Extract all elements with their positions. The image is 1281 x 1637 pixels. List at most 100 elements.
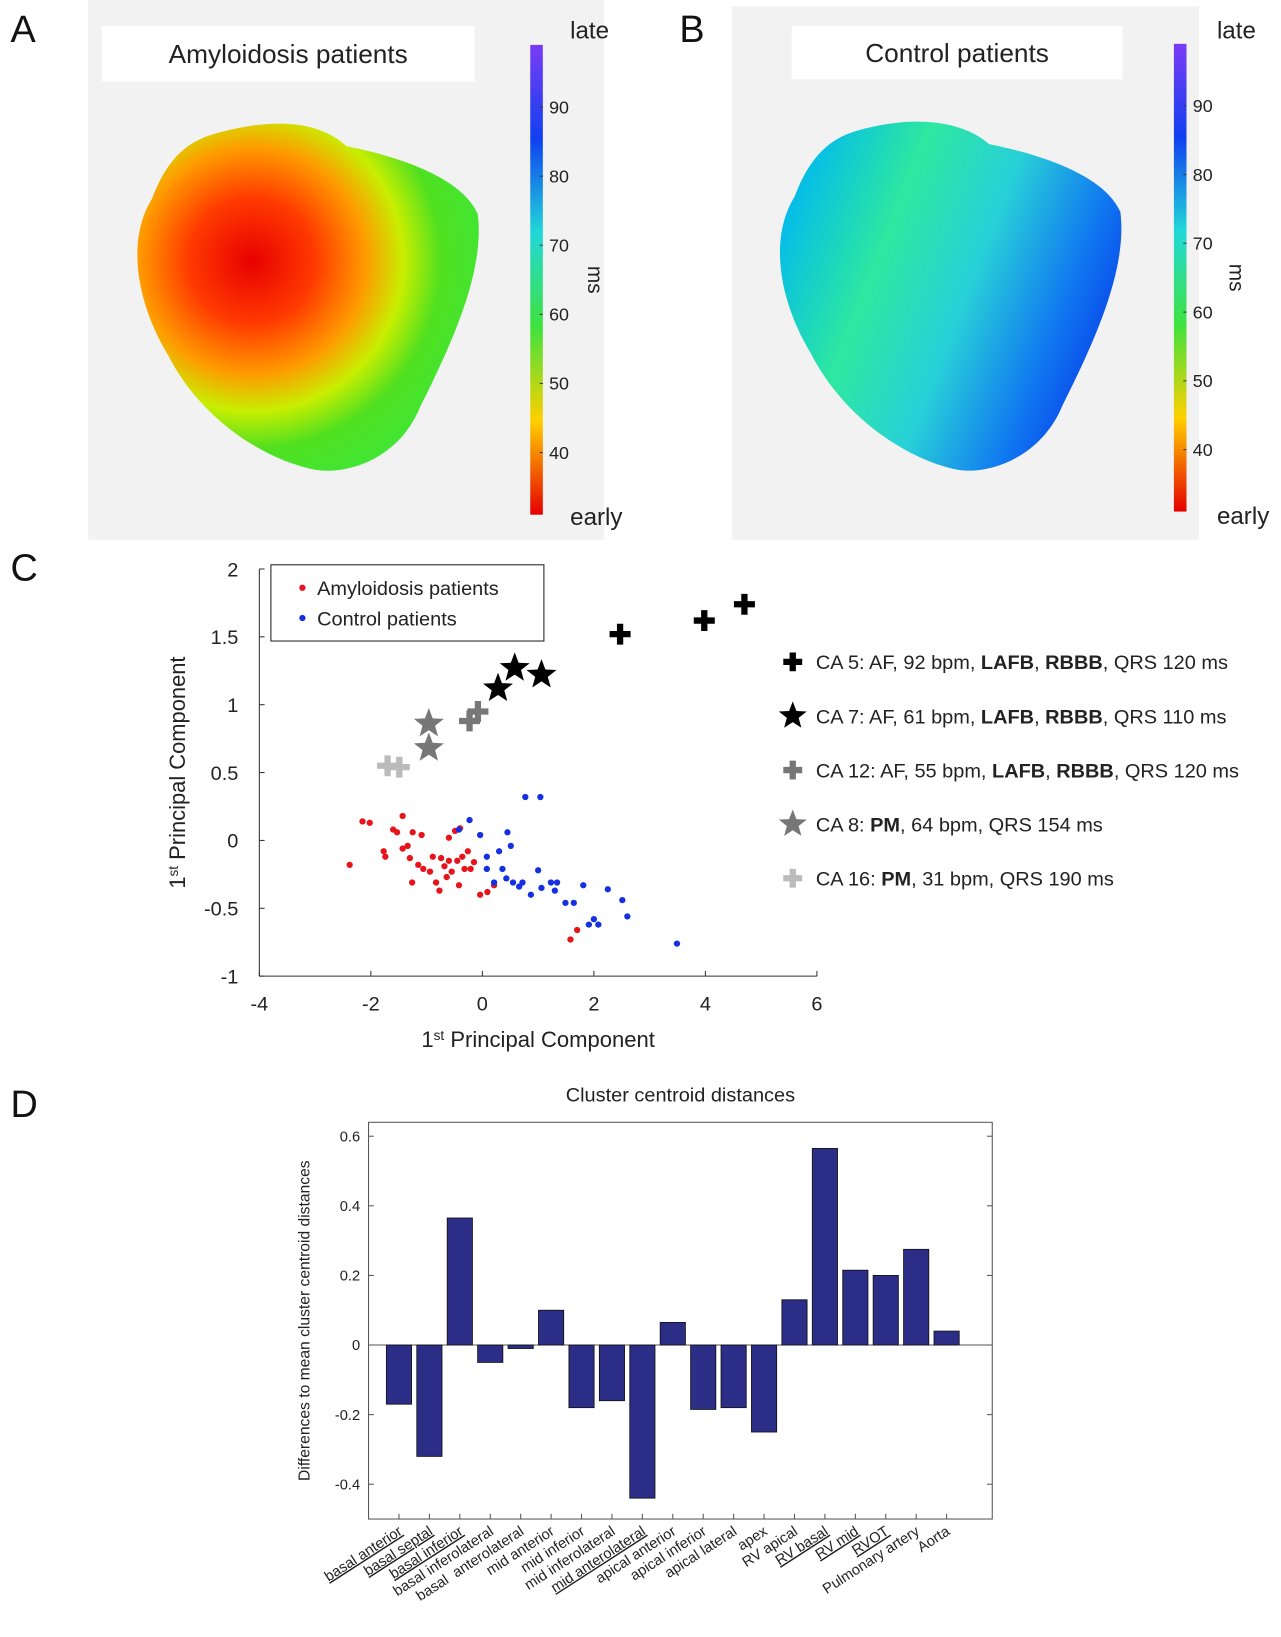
bar (659, 1321, 686, 1346)
legend-label-part: , QRS 110 ms (1103, 706, 1227, 728)
point (436, 887, 443, 894)
legend-label: CA 12: AF, 55 bpm, LAFB, RBBB, QRS 120 m… (816, 760, 1239, 782)
colorbar-tick-label: 90 (1193, 96, 1213, 116)
plus-marker (693, 610, 715, 631)
point (408, 879, 416, 886)
point (527, 891, 535, 898)
colorbar-low-label: early (570, 504, 622, 531)
point (455, 882, 463, 889)
y-tick-label: -1 (221, 967, 239, 989)
point (382, 853, 389, 860)
legend-label-part: , 31 bpm, QRS 190 ms (911, 869, 1114, 891)
bar (720, 1344, 747, 1409)
y-axis-label: Differences to mean cluster centroid dis… (297, 1160, 314, 1481)
bar (872, 1275, 899, 1346)
legend-label-part: , (1034, 652, 1045, 674)
legend-label: CA 7: AF, 61 bpm, LAFB, RBBB, QRS 110 ms (816, 706, 1227, 728)
legend-label-part: , (1034, 706, 1045, 728)
y-tick-label: 0.5 (211, 763, 239, 785)
point (448, 868, 455, 875)
y-tick-label: -0.4 (335, 1477, 360, 1493)
legend-label: CA 16: PM, 31 bpm, QRS 190 ms (816, 869, 1114, 891)
x-tick-label: 4 (700, 994, 711, 1016)
x-axis-label: 1st Principal Component (421, 1027, 655, 1052)
point (476, 891, 484, 898)
colorbar-tick-label: 50 (1193, 371, 1213, 391)
legend-label-part: CA 16: (816, 869, 881, 891)
point (366, 819, 373, 826)
map-title: Amyloidosis patients (169, 39, 408, 69)
point (461, 865, 468, 873)
legend-label: CA 5: AF, 92 bpm, LAFB, RBBB, QRS 120 ms (816, 652, 1228, 674)
legend-label-part: , 64 bpm, QRS 154 ms (900, 814, 1103, 836)
colorbar-tick-label: 80 (1193, 165, 1213, 185)
point (534, 867, 542, 874)
point (393, 829, 401, 836)
legend-label: Amyloidosis patients (317, 578, 499, 600)
point (499, 865, 506, 873)
point (619, 897, 626, 904)
panel-letter: B (679, 8, 704, 50)
legend-label-part: , QRS 120 ms (1114, 760, 1239, 782)
point (483, 853, 490, 860)
colorbar-tick-label: 70 (1193, 234, 1213, 254)
star-marker (413, 708, 444, 737)
point (409, 829, 416, 836)
point (418, 831, 425, 839)
point (399, 845, 406, 852)
title-box (791, 26, 1123, 80)
star-marker (499, 652, 530, 681)
colorbar-unit: ms (583, 266, 606, 294)
point (509, 879, 517, 886)
point (504, 829, 511, 836)
point (429, 853, 436, 860)
point (562, 899, 569, 906)
y-tick-label: -0.2 (335, 1408, 360, 1424)
y-axis-label-part: 1 (165, 876, 190, 888)
point (470, 859, 478, 866)
colorbar-tick-label: 70 (549, 236, 569, 256)
x-tick-label: Aorta (915, 1523, 954, 1556)
point (467, 865, 474, 873)
legend-label: CA 8: PM, 64 bpm, QRS 154 ms (816, 814, 1103, 836)
plus-marker (783, 652, 803, 672)
plus-marker (733, 593, 755, 615)
y-tick-label: 0 (352, 1338, 360, 1354)
bar (416, 1344, 443, 1457)
point (426, 868, 434, 875)
point (574, 926, 581, 934)
point (522, 793, 529, 801)
point (624, 913, 631, 920)
map-title: Control patients (865, 38, 1049, 68)
point (585, 921, 593, 928)
point (299, 614, 306, 622)
legend-label-part: LAFB (992, 760, 1045, 782)
colorbar-unit: ms (1225, 264, 1248, 292)
colorbar-tick-label: 60 (549, 305, 569, 325)
point (604, 886, 611, 893)
bar (568, 1344, 595, 1409)
legend-label-part: CA 5: AF, 92 bpm, (816, 652, 981, 674)
y-tick-label: 2 (227, 559, 238, 581)
title-box (101, 26, 475, 82)
point (459, 853, 466, 860)
colorbar-tick-label: 80 (549, 166, 569, 186)
point (415, 861, 422, 868)
colorbar (530, 44, 543, 515)
y-tick-label: 0.4 (340, 1199, 360, 1215)
x-axis-label-part: st (434, 1028, 445, 1043)
bar (690, 1344, 717, 1410)
point (553, 879, 561, 886)
legend-label-part: CA 12: AF, 55 bpm, (816, 760, 992, 782)
colorbar-tick-label: 50 (549, 374, 569, 394)
plus-marker (783, 868, 803, 888)
point (346, 861, 353, 868)
y-tick-label: -0.5 (204, 899, 238, 921)
panel-letter: A (10, 8, 36, 50)
point (551, 887, 559, 894)
point (432, 879, 440, 886)
legend-label-part: RBBB (1045, 652, 1103, 674)
point (466, 816, 473, 824)
y-tick-label: 0.2 (340, 1269, 360, 1285)
